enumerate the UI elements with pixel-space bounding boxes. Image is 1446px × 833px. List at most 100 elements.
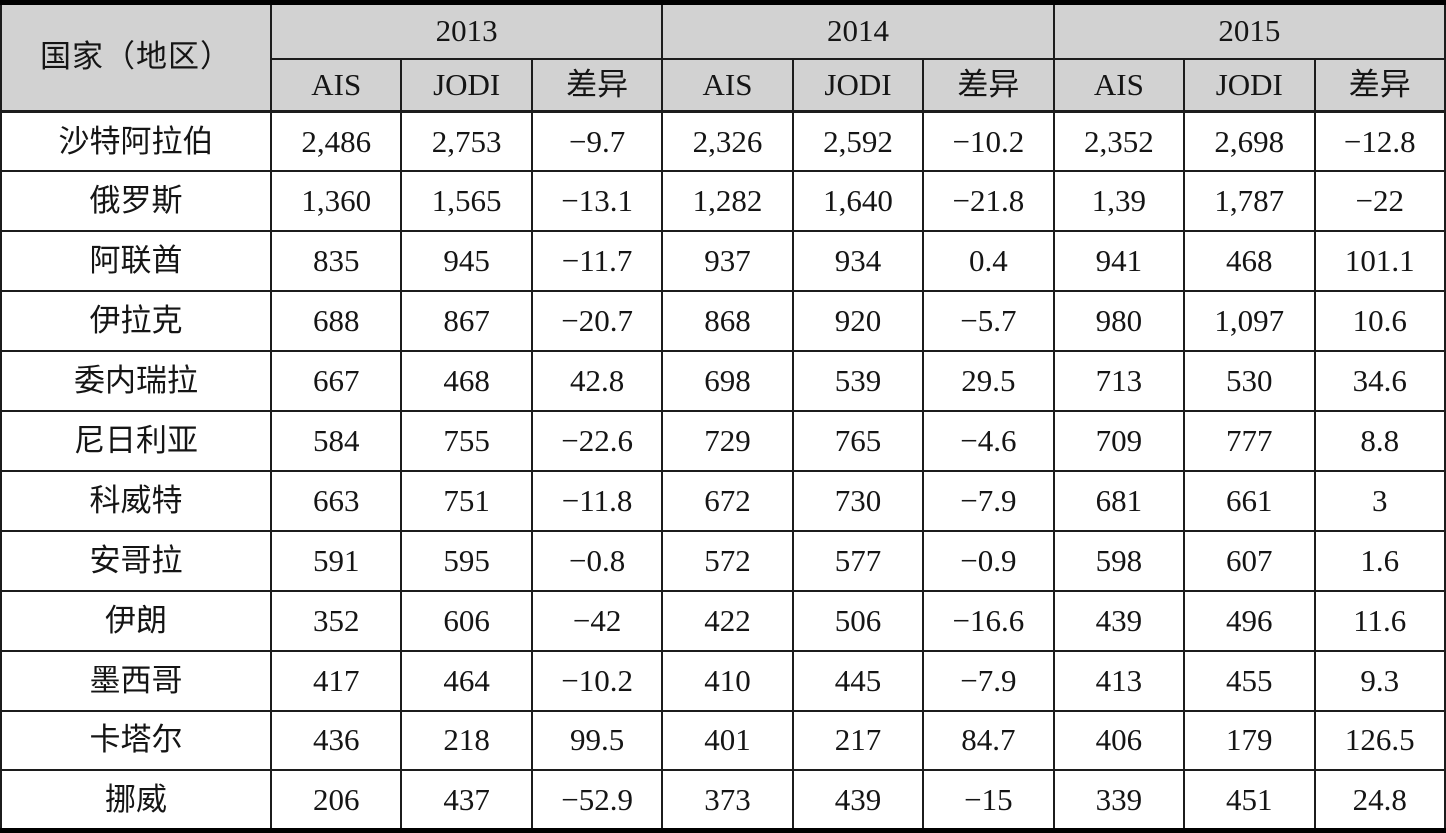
cell-value: 10.6 bbox=[1313, 290, 1446, 353]
table-row: 俄罗斯 1,360 1,565 −13.1 1,282 1,640 −21.8 … bbox=[0, 170, 1446, 233]
cell-value: 2,753 bbox=[400, 110, 533, 173]
table-row: 伊拉克 688 867 −20.7 868 920 −5.7 980 1,097… bbox=[0, 290, 1446, 353]
cell-value: 2,698 bbox=[1183, 110, 1316, 173]
cell-value: 765 bbox=[791, 410, 925, 472]
cell-country: 伊朗 bbox=[0, 589, 272, 652]
cell-value: 126.5 bbox=[1313, 709, 1446, 772]
cell-value: 206 bbox=[269, 769, 403, 832]
subheader-2014-jodi: JODI bbox=[791, 57, 925, 113]
cell-value: 422 bbox=[661, 589, 794, 652]
cell-value: 1,787 bbox=[1183, 170, 1316, 233]
cell-value: 980 bbox=[1052, 290, 1186, 353]
cell-value: 218 bbox=[400, 709, 533, 772]
cell-value: 9.3 bbox=[1313, 649, 1446, 712]
cell-value: 42.8 bbox=[530, 350, 664, 413]
cell-value: 934 bbox=[791, 230, 925, 293]
cell-value: 755 bbox=[400, 410, 533, 472]
cell-value: 2,326 bbox=[661, 110, 794, 173]
cell-value: 2,486 bbox=[269, 110, 403, 173]
cell-value: 713 bbox=[1052, 350, 1186, 413]
cell-value: −15 bbox=[922, 769, 1055, 832]
cell-value: 598 bbox=[1052, 529, 1186, 592]
cell-value: 99.5 bbox=[530, 709, 664, 772]
cell-value: 1.6 bbox=[1313, 529, 1446, 592]
cell-value: 417 bbox=[269, 649, 403, 712]
cell-value: 584 bbox=[269, 410, 403, 472]
cell-value: 595 bbox=[400, 529, 533, 592]
cell-value: 179 bbox=[1183, 709, 1316, 772]
table-row: 卡塔尔 436 218 99.5 401 217 84.7 406 179 12… bbox=[0, 709, 1446, 772]
cell-country: 伊拉克 bbox=[0, 290, 272, 353]
cell-value: −10.2 bbox=[530, 649, 664, 712]
subheader-2014-ais: AIS bbox=[661, 57, 794, 113]
cell-value: −5.7 bbox=[922, 290, 1055, 353]
cell-value: −22 bbox=[1313, 170, 1446, 233]
table-row: 尼日利亚 584 755 −22.6 729 765 −4.6 709 777 … bbox=[0, 410, 1446, 472]
cell-value: 709 bbox=[1052, 410, 1186, 472]
cell-value: 539 bbox=[791, 350, 925, 413]
cell-value: 2,352 bbox=[1052, 110, 1186, 173]
cell-country: 安哥拉 bbox=[0, 529, 272, 592]
cell-value: −52.9 bbox=[530, 769, 664, 832]
cell-value: 751 bbox=[400, 469, 533, 532]
cell-value: −9.7 bbox=[530, 110, 664, 173]
cell-value: −20.7 bbox=[530, 290, 664, 353]
cell-value: 34.6 bbox=[1313, 350, 1446, 413]
table-row: 伊朗 352 606 −42 422 506 −16.6 439 496 11.… bbox=[0, 589, 1446, 652]
cell-value: 607 bbox=[1183, 529, 1316, 592]
table-row: 委内瑞拉 667 468 42.8 698 539 29.5 713 530 3… bbox=[0, 350, 1446, 413]
cell-value: 84.7 bbox=[922, 709, 1055, 772]
cell-value: 606 bbox=[400, 589, 533, 652]
cell-value: 698 bbox=[661, 350, 794, 413]
subheader-2014-diff: 差异 bbox=[922, 57, 1055, 113]
cell-value: −4.6 bbox=[922, 410, 1055, 472]
table-row: 安哥拉 591 595 −0.8 572 577 −0.9 598 607 1.… bbox=[0, 529, 1446, 592]
cell-value: 468 bbox=[1183, 230, 1316, 293]
cell-value: 445 bbox=[791, 649, 925, 712]
cell-country: 委内瑞拉 bbox=[0, 350, 272, 413]
cell-value: −13.1 bbox=[530, 170, 664, 233]
subheader-2015-ais: AIS bbox=[1052, 57, 1186, 113]
table-body: 沙特阿拉伯 2,486 2,753 −9.7 2,326 2,592 −10.2… bbox=[0, 110, 1446, 832]
cell-country: 沙特阿拉伯 bbox=[0, 110, 272, 173]
cell-value: 373 bbox=[661, 769, 794, 832]
year-header-2015: 2015 bbox=[1052, 1, 1446, 60]
cell-value: −0.9 bbox=[922, 529, 1055, 592]
table-row: 墨西哥 417 464 −10.2 410 445 −7.9 413 455 9… bbox=[0, 649, 1446, 712]
cell-value: 496 bbox=[1183, 589, 1316, 652]
cell-value: 667 bbox=[269, 350, 403, 413]
cell-value: −11.8 bbox=[530, 469, 664, 532]
table-header: 国家（地区） 2013 2014 2015 AIS JODI 差异 AIS JO… bbox=[0, 1, 1446, 113]
cell-value: 868 bbox=[661, 290, 794, 353]
table-row: 阿联酋 835 945 −11.7 937 934 0.4 941 468 10… bbox=[0, 230, 1446, 293]
cell-value: 2,592 bbox=[791, 110, 925, 173]
cell-value: 11.6 bbox=[1313, 589, 1446, 652]
cell-value: 937 bbox=[661, 230, 794, 293]
cell-value: 24.8 bbox=[1313, 769, 1446, 832]
cell-country: 挪威 bbox=[0, 769, 272, 832]
year-header-2014: 2014 bbox=[661, 1, 1055, 60]
cell-value: 401 bbox=[661, 709, 794, 772]
header-sub-row: AIS JODI 差异 AIS JODI 差异 AIS JODI 差异 bbox=[1, 57, 1446, 113]
cell-value: −12.8 bbox=[1313, 110, 1446, 173]
cell-value: −7.9 bbox=[922, 649, 1055, 712]
cell-value: 777 bbox=[1183, 410, 1316, 472]
cell-value: 406 bbox=[1052, 709, 1186, 772]
cell-value: 3 bbox=[1313, 469, 1446, 532]
cell-value: 455 bbox=[1183, 649, 1316, 712]
header-year-row: 国家（地区） 2013 2014 2015 bbox=[0, 1, 1446, 113]
cell-value: 835 bbox=[269, 230, 403, 293]
table-row: 挪威 206 437 −52.9 373 439 −15 339 451 24.… bbox=[0, 769, 1446, 832]
cell-value: −11.7 bbox=[530, 230, 664, 293]
cell-value: 29.5 bbox=[922, 350, 1055, 413]
cell-value: 1,39 bbox=[1052, 170, 1186, 233]
cell-value: 451 bbox=[1183, 769, 1316, 832]
cell-value: 729 bbox=[661, 410, 794, 472]
cell-value: 437 bbox=[400, 769, 533, 832]
cell-country: 墨西哥 bbox=[0, 649, 272, 712]
cell-value: 672 bbox=[661, 469, 794, 532]
cell-value: 0.4 bbox=[922, 230, 1055, 293]
cell-value: −22.6 bbox=[530, 410, 664, 472]
cell-value: 1,640 bbox=[791, 170, 925, 233]
